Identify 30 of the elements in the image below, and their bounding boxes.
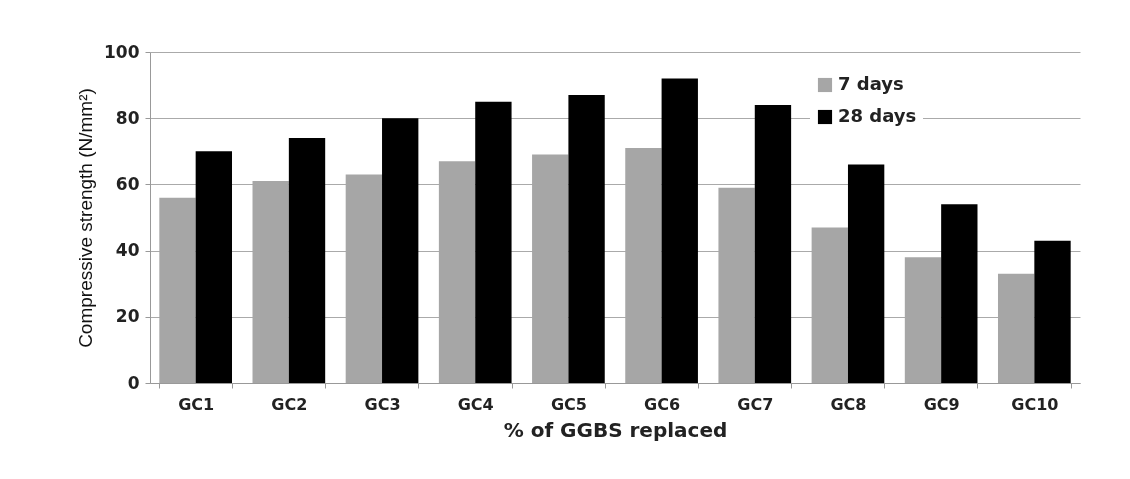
bar bbox=[661, 78, 698, 383]
bar bbox=[195, 151, 232, 383]
bar bbox=[382, 118, 419, 383]
y-tick-label: 0 bbox=[127, 372, 140, 393]
bar bbox=[847, 164, 885, 383]
bar bbox=[941, 204, 978, 383]
y-tick-label: 40 bbox=[115, 240, 140, 261]
y-axis-title: Compressive strength (N/mm²) bbox=[75, 88, 97, 348]
x-tick-label: GC2 bbox=[271, 394, 308, 414]
x-tick-label: GC1 bbox=[178, 394, 215, 414]
bar bbox=[475, 101, 512, 383]
y-tick-label: 60 bbox=[115, 173, 140, 194]
legend-label: 7 days bbox=[838, 73, 904, 94]
legend-label: 28 days bbox=[838, 105, 917, 126]
x-axis-title: % of GGBS replaced bbox=[503, 417, 728, 442]
y-tick-label: 80 bbox=[115, 107, 140, 128]
x-tick-label: GC9 bbox=[923, 394, 960, 414]
bar bbox=[568, 95, 605, 383]
x-tick-label: GC6 bbox=[644, 394, 681, 414]
x-tick-label: GC8 bbox=[830, 394, 867, 414]
x-tick-label: GC4 bbox=[457, 394, 494, 414]
x-tick-label: GC5 bbox=[550, 394, 587, 414]
y-tick-label: 20 bbox=[115, 306, 140, 327]
bar bbox=[1034, 240, 1071, 383]
bar bbox=[288, 138, 326, 383]
x-tick-label: GC10 bbox=[1011, 394, 1059, 414]
bar bbox=[754, 104, 792, 383]
x-tick-label: GC3 bbox=[364, 394, 401, 414]
x-tick-label: GC7 bbox=[737, 394, 774, 414]
y-tick-label: 100 bbox=[104, 41, 140, 62]
